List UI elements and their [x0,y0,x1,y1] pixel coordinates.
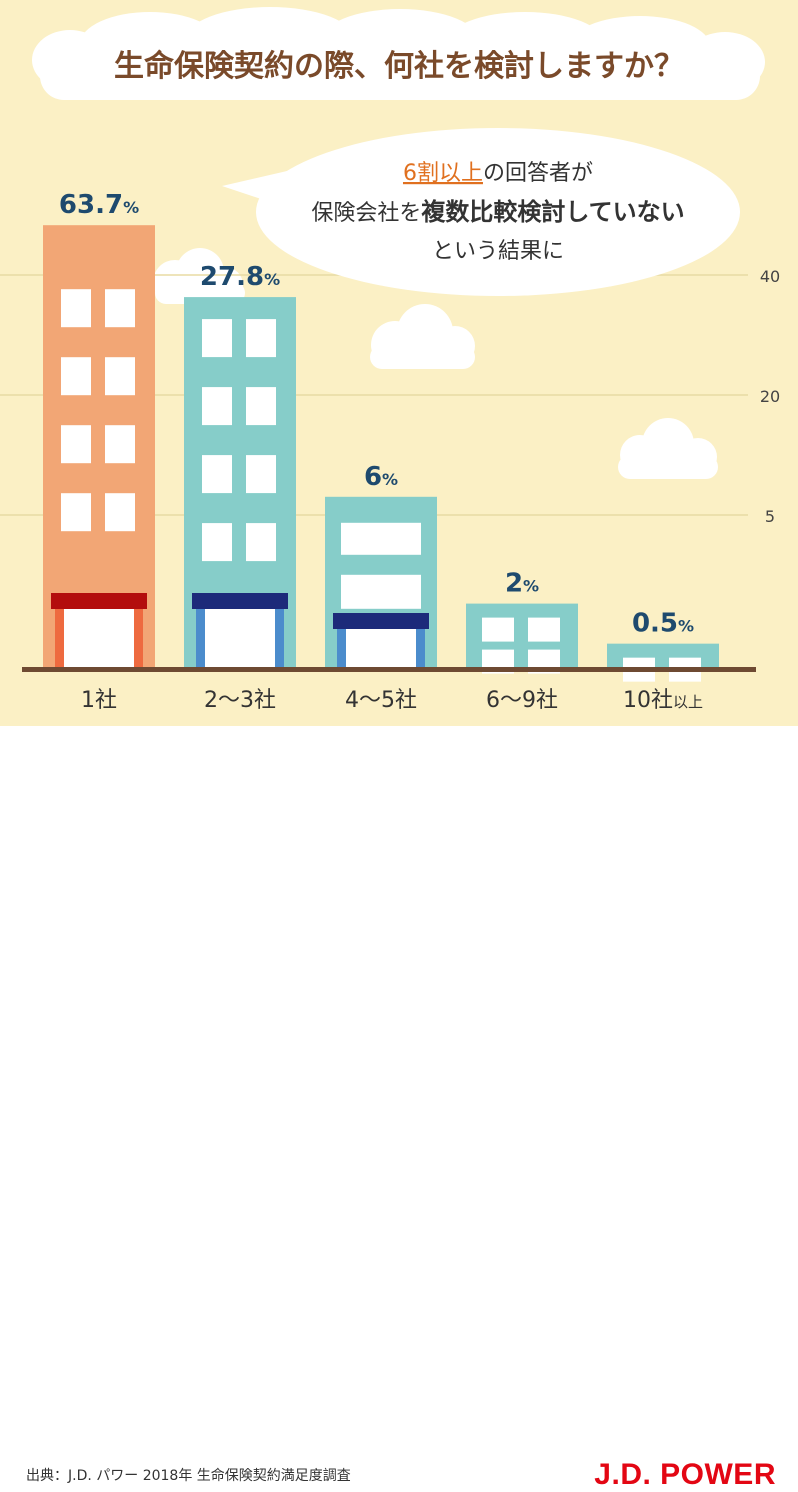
callout-line-1: 6割以上の回答者が [403,161,593,186]
value-number: 6 [364,462,382,492]
y-tick-label: 40 [760,267,780,286]
window [61,357,91,396]
value-unit: % [264,270,280,289]
window [528,617,560,642]
category-label: 2〜3社 [204,688,276,713]
callout-line-2: 保険会社を複数比較検討していない [311,198,684,226]
value-label: 0.5% [632,609,694,639]
category-text: 2〜3社 [204,688,276,713]
callout-text: 保険会社を [311,201,421,226]
entrance-post [337,629,346,667]
value-unit: % [678,617,694,636]
value-label: 27.8% [200,262,280,292]
category-label: 6〜9社 [486,688,558,713]
category-label: 10社以上 [623,688,703,713]
window [202,523,232,562]
entrance-awning [192,593,288,609]
entrance-post [275,609,284,667]
baseline [22,667,756,672]
entrance-door [196,609,284,667]
window [246,387,276,426]
callout-highlight: 6割以上 [403,161,483,186]
entrance-post [196,609,205,667]
value-label: 63.7% [59,190,139,220]
value-number: 63.7 [59,190,123,220]
window [246,455,276,494]
window [61,289,91,328]
category-suffix: 以上 [673,693,703,711]
window [202,455,232,494]
value-unit: % [123,198,139,217]
value-label: 2% [505,569,539,599]
window [482,617,514,642]
entrance-awning [51,593,147,609]
window [246,319,276,358]
background-clouds [153,248,718,479]
value-unit: % [382,470,398,489]
y-tick-label: 20 [760,387,780,406]
category-text: 4〜5社 [345,688,417,713]
category-text: 6〜9社 [486,688,558,713]
cloud [370,304,475,369]
bar-building [466,603,578,674]
window [341,522,421,555]
category-text: 10社 [623,688,673,713]
value-label: 6% [364,462,398,492]
callout-body [256,128,740,296]
bar-building [325,496,437,667]
value-number: 27.8 [200,262,264,292]
window [341,574,421,609]
category-label: 4〜5社 [345,688,417,713]
bar-building [43,225,155,667]
chart-title: 生命保険契約の際、何社を検討しますか？ [114,49,684,84]
callout-line-3: という結果に [432,239,564,264]
value-unit: % [523,577,539,596]
entrance-post [55,609,64,667]
value-labels-group: 63.7%27.8%6%2%0.5% [59,190,694,638]
window [61,425,91,464]
window [105,289,135,328]
window [105,357,135,396]
window [246,523,276,562]
window [202,319,232,358]
brand-logo: J.D. POWER [594,1458,776,1491]
entrance-post [416,629,425,667]
title-cloud [32,7,765,100]
category-text: 1社 [81,688,117,713]
callout-bold: 複数比較検討していない [421,198,684,226]
window [61,493,91,532]
value-number: 0.5 [632,609,678,639]
window [105,493,135,532]
category-label: 1社 [81,688,117,713]
footer: 出典：J.D. パワー 2018年 生命保険契約満足度調査 J.D. POWER [0,726,798,1491]
cloud [618,418,718,479]
window [105,425,135,464]
callout-bubble [222,128,740,296]
category-labels-group: 1社 2〜3社 4〜5社 6〜9社 10社以上 [81,688,703,713]
source-note: 出典：J.D. パワー 2018年 生命保険契約満足度調査 [26,1468,351,1484]
chart: 生命保険契約の際、何社を検討しますか？ 40 20 5 6割以上の回答者が 保険… [0,0,798,726]
window [202,387,232,426]
bars-group [43,225,719,682]
entrance-awning [333,613,429,629]
entrance-door [337,629,425,667]
y-axis-ticks: 40 20 5 [760,267,780,526]
cloud [153,248,245,304]
entrance-post [134,609,143,667]
entrance-door [55,609,143,667]
y-tick-label: 5 [765,507,775,526]
bar-building [184,297,296,667]
value-number: 2 [505,569,523,599]
callout-text: の回答者が [483,161,593,186]
